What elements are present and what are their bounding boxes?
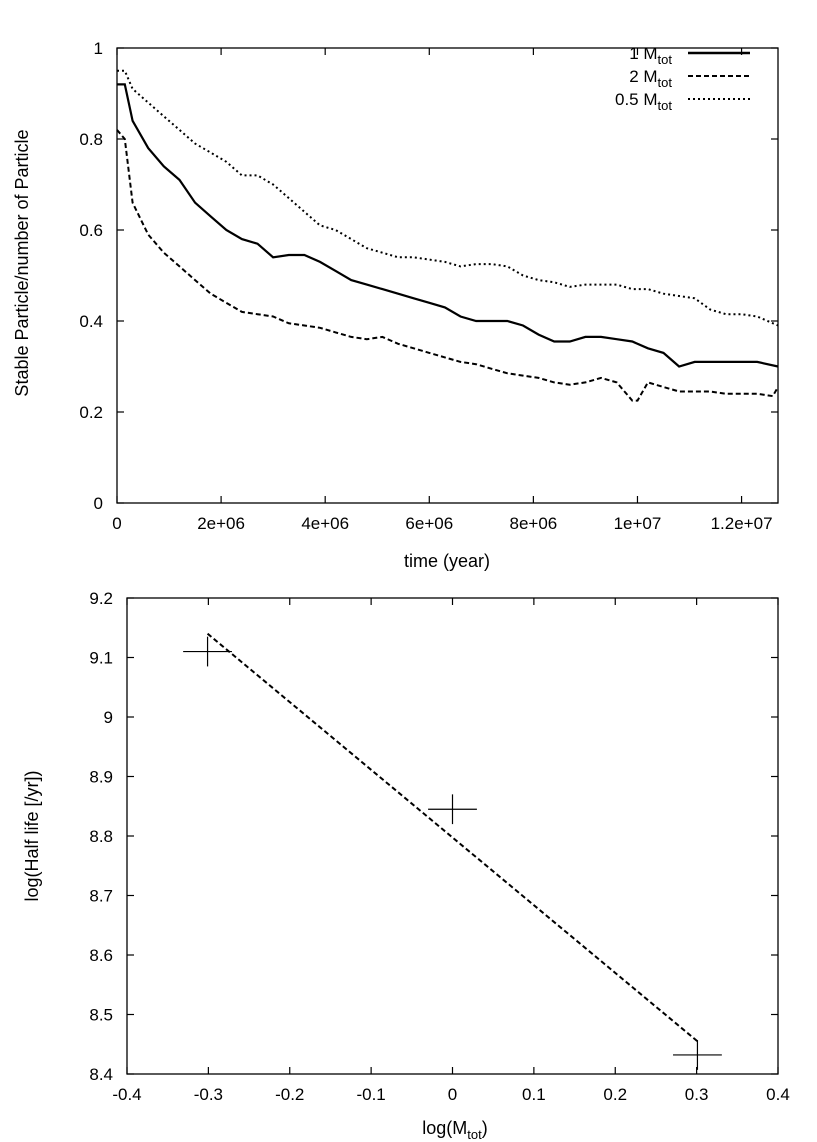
half-life-y-tick-label: 8.6 <box>89 946 113 965</box>
stability-legend-name: 0.5 M <box>615 90 658 109</box>
stability-x-ticks: 0 2e+06 4e+06 6e+06 8e+06 1e+07 1.2e+07 <box>112 48 773 533</box>
half-life-x-axis-title-suffix: ) <box>482 1118 488 1138</box>
half-life-x-axis-title: log(Mtot) <box>422 1118 487 1142</box>
stability-x-tick-label: 1.2e+07 <box>711 514 773 533</box>
half-life-x-axis-title-subscript: tot <box>467 1127 482 1142</box>
half-life-fit-line <box>206 632 699 1043</box>
stability-x-tick-label: 1e+07 <box>614 514 662 533</box>
stability-legend-subscript: tot <box>658 98 673 113</box>
half-life-x-ticks: -0.4 -0.3 -0.2 -0.1 0 0.1 0.2 0.3 0.4 <box>112 598 790 1104</box>
stability-legend-subscript: tot <box>658 75 673 90</box>
half-life-x-axis-title-main: log(M <box>422 1118 467 1138</box>
half-life-y-tick-label: 8.9 <box>89 768 113 787</box>
stability-x-tick-label: 8e+06 <box>510 514 558 533</box>
stability-y-axis-title: Stable Particle/number of Particle <box>12 129 32 396</box>
half-life-plot-frame <box>126 597 779 1075</box>
stability-y-tick-label: 0.8 <box>79 130 103 149</box>
stability-x-tick-label: 2e+06 <box>197 514 245 533</box>
half-life-x-tick-label: 0.3 <box>685 1085 709 1104</box>
half-life-data-point <box>673 1040 722 1070</box>
stability-y-tick-label: 0 <box>94 494 103 513</box>
half-life-x-tick-label: 0 <box>448 1085 457 1104</box>
stability-series-line-2 <box>116 129 779 402</box>
half-life-x-tick-label: 0.1 <box>522 1085 546 1104</box>
stability-legend-name: 2 M <box>629 67 657 86</box>
half-life-y-tick-label: 8.7 <box>89 887 113 906</box>
stability-legend-name: 1 M <box>629 44 657 63</box>
half-life-y-tick-label: 9.1 <box>89 649 113 668</box>
stability-x-axis-title: time (year) <box>404 551 490 571</box>
half-life-y-tick-label: 9 <box>104 708 113 727</box>
half-life-y-tick-label: 8.4 <box>89 1065 113 1084</box>
stability-y-tick-label: 0.4 <box>79 312 103 331</box>
half-life-y-axis-title: log(Half life [/yr]) <box>22 770 42 901</box>
half-life-y-tick-label: 9.2 <box>89 589 113 608</box>
stability-series-line-3 <box>117 69 779 327</box>
half-life-x-tick-label: 0.2 <box>603 1085 627 1104</box>
stability-chart: 0 2e+06 4e+06 6e+06 8e+06 1e+07 1.2e+07 0 0.2 0.… <box>12 39 779 571</box>
half-life-x-tick-label: -0.1 <box>356 1085 385 1104</box>
stability-y-tick-label: 0.2 <box>79 403 103 422</box>
half-life-series <box>183 632 722 1070</box>
stability-series-line-1 <box>117 83 779 368</box>
stability-y-tick-label: 1 <box>94 39 103 58</box>
stability-series <box>116 69 779 402</box>
half-life-x-tick-label: -0.4 <box>112 1085 141 1104</box>
half-life-data-point <box>183 636 232 667</box>
half-life-x-tick-label: 0.4 <box>766 1085 790 1104</box>
half-life-y-tick-label: 8.5 <box>89 1006 113 1025</box>
stability-plot-frame <box>116 47 779 504</box>
stability-legend-label-1: 1 Mtot <box>629 44 672 67</box>
stability-x-tick-label: 6e+06 <box>405 514 453 533</box>
half-life-chart: -0.4 -0.3 -0.2 -0.1 0 0.1 0.2 0.3 0.4 8.48.58.68… <box>22 589 790 1142</box>
half-life-x-tick-label: -0.3 <box>194 1085 223 1104</box>
stability-legend-label-3: 0.5 Mtot <box>615 90 672 113</box>
stability-x-tick-label: 0 <box>112 514 121 533</box>
stability-legend-label-2: 2 Mtot <box>629 67 672 90</box>
half-life-x-tick-label: -0.2 <box>275 1085 304 1104</box>
half-life-data-point <box>428 794 477 825</box>
half-life-y-ticks: 8.4 8.5 8.6 8.7 8.8 8.9 9 9.1 9.2 <box>89 589 778 1084</box>
stability-x-tick-label: 4e+06 <box>301 514 349 533</box>
stability-y-ticks: 0 0.2 0.4 0.6 0.8 1 <box>79 39 778 513</box>
stability-y-tick-label: 0.6 <box>79 221 103 240</box>
half-life-y-tick-label: 8.8 <box>89 827 113 846</box>
stability-legend-subscript: tot <box>658 52 673 67</box>
